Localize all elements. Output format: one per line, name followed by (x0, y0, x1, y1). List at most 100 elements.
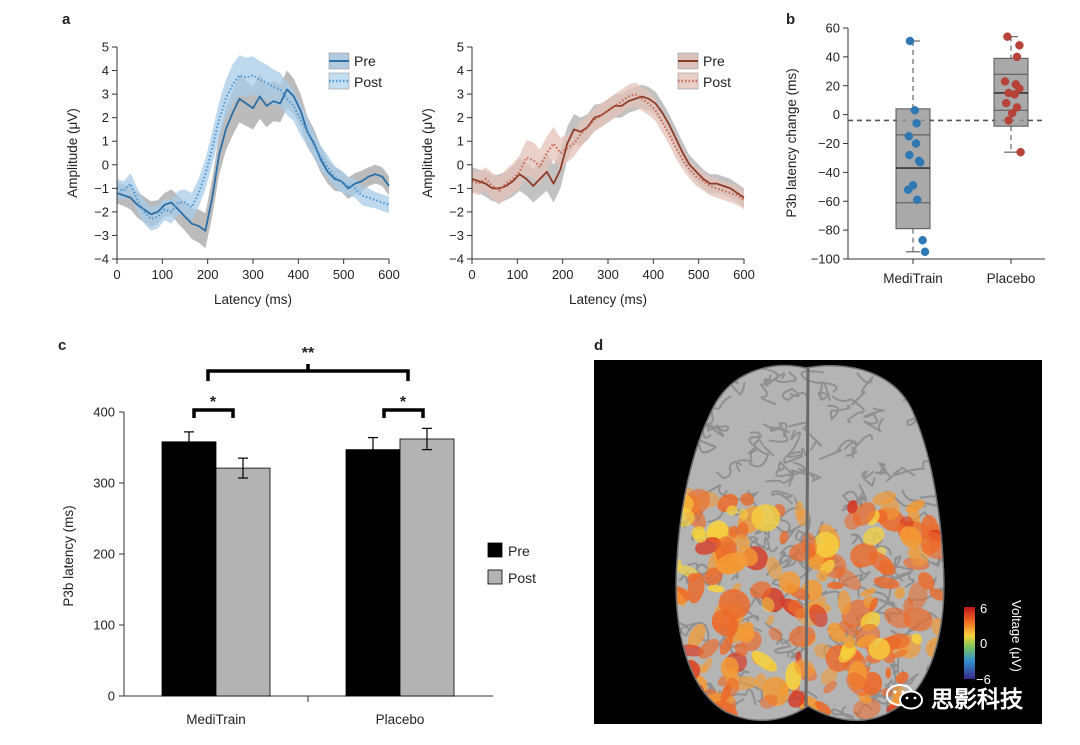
gyrus (892, 460, 929, 476)
activation-patch (717, 676, 728, 687)
a-left-xlabel: Latency (ms) (214, 292, 292, 307)
activation-patch (843, 635, 856, 649)
gyrus (831, 705, 854, 720)
point-meditrain (910, 106, 920, 115)
gyrus (775, 461, 810, 478)
series-post (471, 93, 745, 202)
xtick-label: 100 (506, 267, 528, 282)
point-meditrain (915, 158, 925, 167)
a-left-ylabel: Amplitude (μV) (65, 108, 80, 198)
gyrus (863, 407, 885, 419)
activation-patch (809, 604, 828, 628)
activation-patch (815, 701, 832, 715)
bracket-meditrain (192, 408, 235, 418)
gyrus (831, 395, 865, 423)
ytick-label: 3 (102, 87, 109, 102)
activation-patch (698, 638, 720, 659)
activation-patch (903, 607, 933, 632)
point-meditrain (912, 119, 921, 128)
ytick-label: 2 (457, 110, 464, 125)
legend-post-swatch (328, 72, 350, 90)
activation-patch (872, 491, 897, 506)
activation-patch (750, 581, 772, 599)
activation-patch (687, 623, 706, 649)
point-meditrain (912, 195, 922, 205)
panel-label-b: b (786, 11, 795, 28)
activation-patch (900, 526, 922, 548)
a-left-legend: Pre Post (328, 52, 382, 90)
ytick-label: −3 (449, 228, 464, 243)
panel-label-d: d (594, 337, 603, 354)
point-meditrain (904, 132, 914, 141)
point-meditrain (905, 36, 915, 46)
activation-patch (693, 529, 707, 543)
significance-brackets: * * ** (192, 345, 425, 418)
activation-patch (820, 667, 838, 685)
point-placebo (1015, 41, 1024, 50)
gyrus (781, 387, 809, 402)
activation-patch (768, 627, 783, 642)
xtick-label: 500 (688, 267, 710, 282)
gyrus (818, 439, 857, 461)
activation-patch (779, 530, 789, 545)
legend-post-swatch (677, 72, 699, 90)
gyrus (771, 490, 795, 505)
gyrus (863, 413, 885, 433)
chart-a-left: −4 −3 −2 −1 0 1 2 3 4 5 0 100 200 300 400 500 600 Latenc… (65, 40, 400, 308)
gyrus (817, 381, 831, 401)
point-placebo (1012, 52, 1022, 62)
a-right-legend-pre: Pre (703, 53, 725, 69)
ytick-label: 20 (826, 78, 840, 93)
colorbar-tick-zero: 0 (980, 636, 987, 651)
xtick-label: 200 (552, 267, 574, 282)
activation-patch (766, 615, 775, 626)
ytick-label: 3 (457, 87, 464, 102)
activation-patch (751, 650, 778, 672)
gyrus (705, 423, 730, 437)
gyrus (773, 638, 798, 655)
bar-meditrain-post (215, 467, 271, 697)
ytick-label: −80 (818, 223, 840, 238)
point-placebo (1001, 98, 1011, 108)
gyrus (878, 462, 916, 482)
activation-patch (853, 698, 881, 720)
ytick-label: −3 (94, 228, 109, 243)
ytick-label: 0 (108, 689, 115, 704)
activation-patch (719, 636, 734, 655)
activation-patch (734, 642, 748, 657)
activation-patch (761, 597, 775, 613)
gyrus (765, 473, 796, 487)
colorbar-tick-max: 6 (980, 601, 987, 616)
xtick-label: 400 (287, 267, 309, 282)
activation-patch (755, 673, 768, 691)
colorbar-tick-min: −6 (976, 672, 991, 687)
ytick-label: 0 (102, 157, 109, 172)
gyrus (861, 470, 876, 488)
activation-patch (728, 525, 739, 538)
gyrus (920, 553, 944, 567)
watermark: 思影科技 (885, 682, 1023, 713)
point-meditrain (911, 139, 921, 148)
xtick-label: 0 (113, 267, 120, 282)
ytick-label: 200 (93, 547, 115, 562)
gyrus (748, 431, 770, 468)
ytick-label: −4 (449, 252, 464, 267)
point-meditrain (905, 150, 914, 160)
activation-patch (895, 671, 909, 684)
gyrus (851, 372, 874, 406)
ytick-label: 0 (833, 107, 840, 122)
ytick-label: −4 (94, 252, 109, 267)
ytick-label: 60 (826, 21, 840, 36)
activation-patch (827, 581, 845, 590)
colorbar: 6 0 −6 Voltage (μV) (964, 600, 1024, 687)
activation-patch (788, 690, 805, 708)
gyrus (827, 404, 851, 422)
band-post (472, 82, 744, 210)
activation-patch (862, 526, 885, 546)
xtick-label: 0 (468, 267, 475, 282)
point-placebo (1007, 108, 1017, 118)
activation-patch (868, 638, 891, 660)
activation-patch (726, 617, 737, 639)
